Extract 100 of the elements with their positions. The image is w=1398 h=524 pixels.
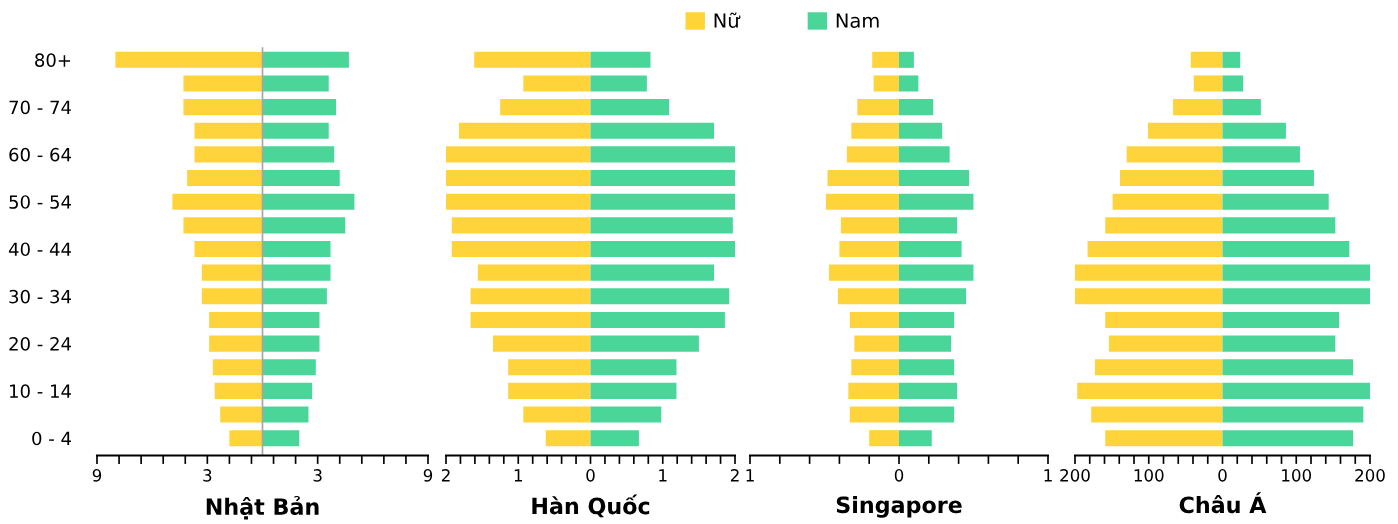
- bar: [899, 217, 958, 234]
- x-tick-label: 1: [1044, 469, 1052, 482]
- bar: [590, 170, 735, 187]
- bar: [899, 430, 932, 447]
- bar: [899, 264, 974, 281]
- bar: [1222, 51, 1241, 68]
- bar: [545, 430, 591, 447]
- bar: [262, 170, 340, 187]
- bar: [201, 288, 263, 305]
- bar: [590, 146, 735, 163]
- bar: [214, 382, 263, 399]
- x-tick-label: 9: [423, 469, 433, 482]
- y-tick-label: 40 - 44: [8, 242, 71, 257]
- legend-label: Nữ: [714, 12, 741, 28]
- bar: [1105, 311, 1223, 328]
- x-tick-label: 0: [586, 469, 595, 482]
- bar: [899, 311, 955, 328]
- bar: [451, 217, 591, 234]
- bar: [508, 382, 591, 399]
- bar: [1222, 170, 1314, 187]
- bar: [194, 146, 263, 163]
- bar: [873, 75, 899, 92]
- bar: [1105, 217, 1223, 234]
- bar: [590, 264, 715, 281]
- bar: [262, 99, 337, 116]
- bar: [840, 217, 899, 234]
- bar: [1222, 99, 1261, 116]
- bar: [857, 99, 899, 116]
- bar: [262, 217, 346, 234]
- bar: [1193, 75, 1223, 92]
- bar: [229, 430, 263, 447]
- x-tick-label: 2: [730, 469, 739, 482]
- bar: [899, 406, 955, 423]
- x-axis-title: Châu Á: [1179, 492, 1267, 514]
- x-tick-label: 3: [313, 469, 322, 482]
- bar: [899, 240, 962, 258]
- bar: [262, 335, 320, 352]
- bar: [172, 193, 263, 210]
- bar: [262, 193, 355, 210]
- bar: [899, 335, 952, 352]
- x-tick-label: 200: [1355, 469, 1385, 482]
- x-tick-label: 0: [894, 469, 904, 482]
- bar: [590, 193, 735, 210]
- bar: [262, 122, 329, 139]
- bar: [1091, 406, 1223, 423]
- bar: [825, 193, 899, 210]
- bar: [846, 146, 899, 163]
- x-tick-label: 100: [1282, 469, 1312, 482]
- bar: [492, 335, 591, 352]
- bar: [187, 170, 263, 187]
- bar: [837, 288, 899, 305]
- bar: [212, 359, 263, 376]
- bar: [1222, 335, 1336, 352]
- bar: [262, 288, 327, 305]
- y-tick-label: 60 - 64: [9, 147, 71, 162]
- bar: [839, 240, 899, 258]
- bar: [1222, 217, 1336, 234]
- bar: [590, 217, 733, 234]
- bar: [194, 122, 263, 139]
- bar: [474, 51, 591, 68]
- legend-label: Nam: [836, 13, 879, 28]
- bar: [899, 359, 955, 376]
- bar: [851, 122, 899, 139]
- bar: [590, 99, 670, 116]
- bar: [262, 240, 331, 258]
- bar: [899, 75, 919, 92]
- bar: [262, 146, 335, 163]
- bar: [851, 359, 899, 376]
- y-tick-label: 50 - 54: [9, 195, 71, 209]
- bar: [183, 217, 263, 234]
- bar: [500, 99, 591, 116]
- bar: [1222, 359, 1354, 376]
- bar: [262, 406, 309, 423]
- bar: [201, 264, 263, 281]
- bar: [209, 335, 263, 352]
- bar: [262, 359, 316, 376]
- x-tick-label: 2: [441, 469, 450, 482]
- x-tick-label: 1: [746, 469, 754, 482]
- bar: [183, 75, 263, 92]
- bar: [1126, 146, 1223, 163]
- bar: [590, 122, 715, 139]
- bar: [459, 122, 591, 139]
- bar: [590, 75, 647, 92]
- y-tick-label: 80+: [35, 53, 71, 67]
- bar: [115, 51, 263, 68]
- bar: [1222, 430, 1354, 447]
- bar: [1075, 288, 1223, 305]
- x-tick-label: 3: [203, 469, 212, 482]
- x-tick-label: 9: [92, 469, 102, 482]
- bar: [262, 51, 349, 68]
- bar: [590, 359, 677, 376]
- bar: [590, 51, 651, 68]
- bar: [849, 406, 899, 423]
- bar: [1173, 99, 1223, 116]
- x-tick-label: 1: [659, 469, 667, 482]
- bar: [1190, 51, 1223, 68]
- bar: [899, 170, 970, 187]
- bar: [1222, 122, 1286, 139]
- bar: [446, 193, 591, 210]
- x-tick-label: 200: [1060, 469, 1090, 482]
